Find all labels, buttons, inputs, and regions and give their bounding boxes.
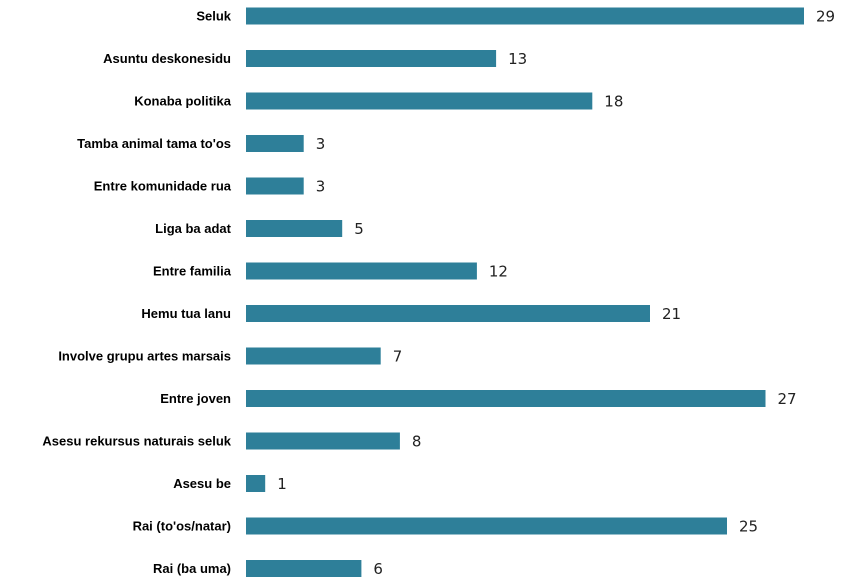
category-label-13: Rai (ba uma) — [153, 561, 231, 576]
category-label-2: Konaba politika — [134, 94, 232, 109]
category-label-9: Entre joven — [160, 391, 231, 406]
category-label-0: Seluk — [196, 9, 231, 24]
value-label-10: 8 — [412, 433, 422, 451]
value-label-3: 3 — [316, 135, 326, 153]
bars-group — [246, 7, 804, 577]
value-label-0: 29 — [816, 8, 835, 26]
bar-2 — [246, 92, 593, 110]
bar-1 — [246, 50, 497, 67]
bar-5 — [246, 220, 343, 237]
bar-11 — [246, 475, 266, 492]
bar-6 — [246, 262, 477, 280]
bar-13 — [246, 560, 362, 577]
bar-10 — [246, 432, 400, 450]
category-label-6: Entre familia — [153, 264, 232, 279]
value-label-1: 13 — [508, 50, 527, 68]
value-label-13: 6 — [373, 560, 383, 578]
bar-12 — [246, 517, 727, 535]
value-label-8: 7 — [393, 348, 403, 366]
value-label-11: 1 — [277, 475, 287, 493]
category-label-11: Asesu be — [173, 476, 231, 491]
bar-0 — [246, 7, 804, 25]
category-label-4: Entre komunidade rua — [94, 179, 232, 194]
value-label-5: 5 — [354, 220, 364, 238]
category-label-3: Tamba animal tama to'os — [77, 136, 231, 151]
value-label-7: 21 — [662, 305, 681, 323]
value-label-6: 12 — [489, 263, 508, 281]
value-label-12: 25 — [739, 518, 758, 536]
category-label-7: Hemu tua lanu — [141, 306, 231, 321]
category-label-5: Liga ba adat — [155, 221, 232, 236]
category-label-12: Rai (to'os/natar) — [133, 519, 231, 534]
value-label-4: 3 — [316, 178, 326, 196]
value-label-9: 27 — [778, 390, 797, 408]
bar-4 — [246, 177, 304, 195]
value-labels-group: 29 13 18 3 3 5 12 21 7 27 8 1 25 6 — [277, 8, 835, 579]
bar-9 — [246, 390, 766, 407]
category-label-8: Involve grupu artes marsais — [58, 349, 231, 364]
category-labels-group: Seluk Asuntu deskonesidu Konaba politika Ta… — [42, 9, 231, 577]
category-label-1: Asuntu deskonesidu — [103, 51, 231, 66]
bar-8 — [246, 347, 381, 365]
bar-3 — [246, 135, 304, 152]
bar-7 — [246, 305, 650, 322]
category-label-10: Asesu rekursus naturais seluk — [42, 434, 231, 449]
value-label-2: 18 — [604, 93, 623, 111]
